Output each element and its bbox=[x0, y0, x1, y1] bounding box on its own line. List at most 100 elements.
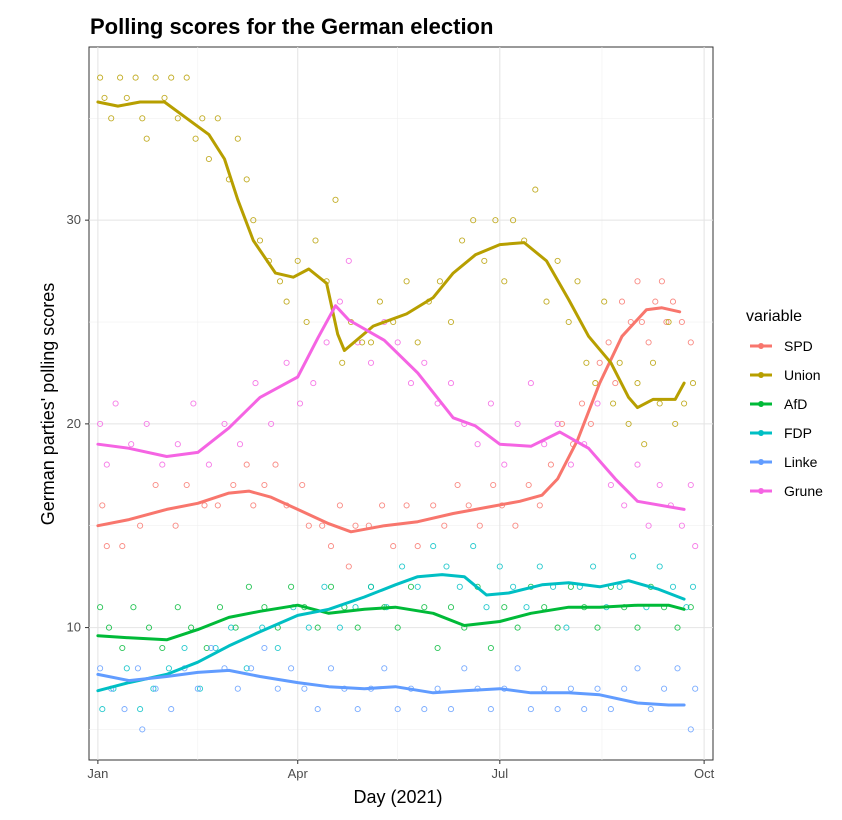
poll-point-afd bbox=[501, 604, 508, 611]
poll-point-afd bbox=[130, 604, 137, 611]
poll-point-linke bbox=[301, 685, 308, 692]
poll-point-spd bbox=[587, 420, 594, 427]
poll-point-fdp bbox=[590, 563, 597, 570]
plot-panel bbox=[88, 46, 714, 761]
poll-point-spd bbox=[137, 522, 144, 529]
poll-point-afd bbox=[159, 644, 166, 652]
poll-point-linke bbox=[121, 706, 128, 713]
poll-point-spd bbox=[119, 543, 126, 550]
poll-point-fdp bbox=[123, 665, 130, 672]
trend-line-grune bbox=[96, 304, 686, 511]
poll-point-union bbox=[436, 278, 443, 285]
poll-point-fdp bbox=[510, 583, 517, 590]
poll-point-union bbox=[101, 94, 108, 101]
poll-point-grune bbox=[252, 380, 259, 387]
y-tick-label: 20 bbox=[67, 416, 81, 431]
poll-point-afd bbox=[394, 624, 401, 631]
poll-point-spd bbox=[605, 339, 612, 346]
poll-point-grune bbox=[296, 400, 304, 407]
poll-point-spd bbox=[687, 339, 694, 346]
poll-point-union bbox=[574, 278, 581, 285]
legend-label-linke: Linke bbox=[784, 454, 818, 470]
poll-point-afd bbox=[514, 624, 521, 631]
poll-point-fdp bbox=[689, 583, 697, 590]
legend-label-afd: AfD bbox=[784, 396, 807, 412]
poll-point-union bbox=[470, 217, 477, 224]
poll-point-afd bbox=[487, 644, 494, 652]
legend-dot-grune bbox=[758, 488, 764, 494]
poll-point-linke bbox=[314, 706, 321, 713]
poll-point-union bbox=[192, 135, 199, 142]
legend-dot-linke bbox=[758, 459, 764, 465]
poll-point-grune bbox=[128, 441, 135, 448]
poll-point-grune bbox=[656, 481, 663, 489]
poll-point-union bbox=[97, 74, 104, 81]
poll-point-grune bbox=[645, 522, 652, 529]
poll-point-spd bbox=[645, 339, 652, 346]
grid-lines bbox=[89, 47, 713, 760]
poll-point-fdp bbox=[656, 563, 663, 570]
trend-line-afd bbox=[96, 603, 686, 642]
poll-point-spd bbox=[261, 481, 268, 489]
trend-line-union bbox=[96, 100, 686, 410]
poll-point-grune bbox=[310, 380, 317, 387]
poll-point-grune bbox=[190, 400, 197, 407]
poll-point-fdp bbox=[150, 685, 157, 692]
poll-point-union bbox=[168, 74, 175, 81]
poll-point-spd bbox=[547, 461, 554, 468]
poll-point-union bbox=[501, 278, 508, 285]
poll-point-union bbox=[312, 237, 319, 244]
poll-point-union bbox=[276, 278, 284, 285]
poll-point-union bbox=[403, 278, 410, 285]
poll-point-spd bbox=[578, 400, 586, 407]
trend-line-fdp bbox=[96, 573, 686, 693]
poll-point-fdp bbox=[483, 604, 490, 611]
poll-point-spd bbox=[103, 543, 110, 550]
poll-point-afd bbox=[119, 644, 126, 652]
poll-point-linke bbox=[421, 706, 428, 713]
poll-point-union bbox=[616, 359, 623, 366]
poll-point-fdp bbox=[321, 583, 328, 590]
poll-point-linke bbox=[634, 665, 641, 672]
poll-point-grune bbox=[143, 420, 150, 427]
poll-point-union bbox=[117, 74, 124, 81]
poll-point-union bbox=[481, 257, 488, 264]
poll-point-linke bbox=[567, 685, 574, 692]
poll-point-afd bbox=[634, 624, 641, 631]
poll-point-union bbox=[665, 318, 672, 326]
poll-point-grune bbox=[678, 522, 685, 529]
poll-point-fdp bbox=[414, 583, 421, 590]
poll-point-linke bbox=[234, 685, 241, 692]
poll-point-spd bbox=[345, 563, 352, 570]
y-axis-title: German parties' polling scores bbox=[38, 283, 58, 526]
poll-point-linke bbox=[327, 665, 335, 672]
poll-point-fdp bbox=[274, 644, 281, 652]
poll-point-afd bbox=[554, 624, 561, 631]
poll-point-linke bbox=[461, 665, 468, 672]
poll-point-spd bbox=[663, 318, 670, 326]
poll-point-spd bbox=[618, 298, 626, 305]
legend-label-grune: Grune bbox=[784, 483, 823, 499]
poll-point-grune bbox=[394, 339, 401, 346]
poll-point-spd bbox=[152, 481, 159, 489]
poll-point-union bbox=[339, 359, 346, 366]
poll-point-grune bbox=[421, 359, 428, 366]
poll-point-fdp bbox=[137, 706, 144, 713]
poll-point-fdp bbox=[616, 583, 623, 590]
poll-point-linke bbox=[621, 685, 628, 692]
poll-point-linke bbox=[514, 665, 521, 672]
poll-point-linke bbox=[607, 706, 614, 713]
poll-point-afd bbox=[97, 604, 104, 611]
poll-point-union bbox=[610, 400, 617, 407]
poll-point-linke bbox=[288, 665, 295, 672]
poll-point-fdp bbox=[669, 583, 677, 590]
poll-point-union bbox=[152, 74, 159, 81]
poll-point-spd bbox=[272, 461, 279, 468]
poll-point-union bbox=[139, 115, 146, 122]
poll-point-grune bbox=[567, 461, 574, 468]
poll-point-afd bbox=[407, 583, 415, 590]
poll-point-union bbox=[256, 237, 264, 244]
poll-point-grune bbox=[634, 461, 641, 468]
poll-point-grune bbox=[283, 359, 290, 366]
